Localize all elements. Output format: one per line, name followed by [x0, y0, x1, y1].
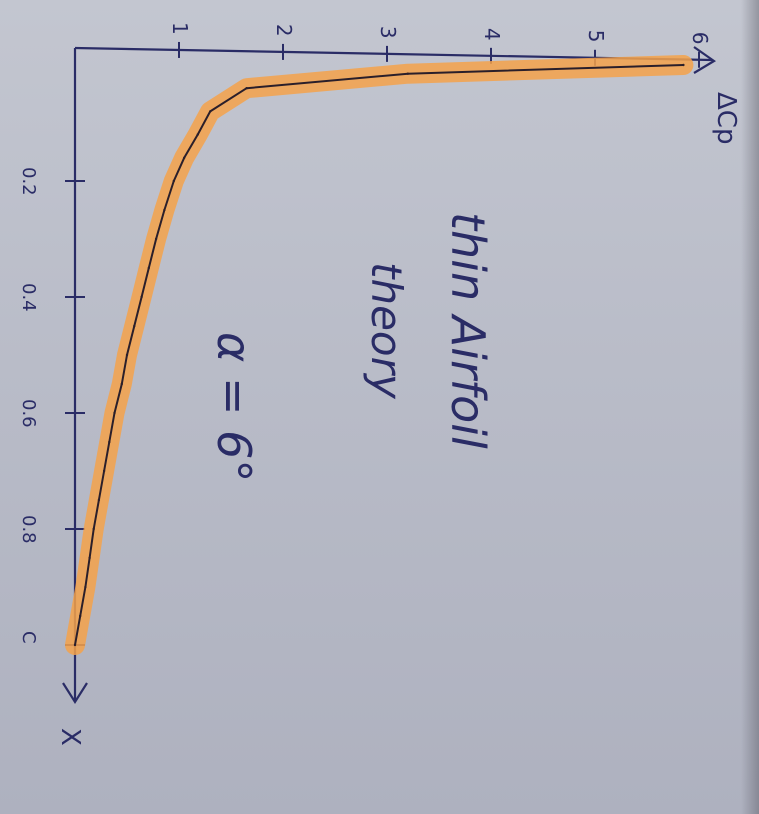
data-point-0: [682, 63, 685, 67]
labels: ΔCp X: [55, 92, 741, 746]
data-point-10: [140, 295, 143, 299]
y-axis-arrowhead: [693, 46, 717, 74]
data-point-19: [88, 556, 91, 560]
data-point-11: [133, 324, 136, 328]
data-point-9: [147, 266, 150, 270]
x-tick-label-0: 0.2: [18, 167, 39, 196]
data-point-21: [79, 614, 82, 618]
data-point-6: [172, 179, 175, 183]
data-point-1: [406, 72, 409, 75]
y-tick-label-5: 5: [584, 30, 608, 43]
data-point-16: [102, 469, 106, 473]
paper-edge-shadow: [741, 0, 759, 814]
x-tick-label-1: 0.4: [18, 283, 39, 312]
y-axis-label: ΔCp: [711, 92, 741, 144]
x-axis-arrowhead: [62, 682, 88, 705]
annotations: thin Airfoil theory α = 6°: [207, 212, 495, 482]
annotation-theory: theory: [362, 262, 411, 400]
annotation-thin-airfoil: thin Airfoil: [441, 212, 495, 449]
data-point-17: [97, 498, 101, 502]
data-point-20: [84, 585, 87, 589]
data-point-14: [113, 411, 116, 415]
data-point-8: [154, 237, 158, 241]
data-point-2: [245, 87, 248, 90]
x-tick-label-3: 0.8: [18, 515, 39, 544]
annotation-alpha: α = 6°: [207, 332, 261, 482]
data-point-3: [209, 110, 212, 113]
data-point-12: [125, 353, 129, 357]
data-point-5: [183, 156, 186, 159]
data-point-13: [120, 382, 124, 386]
y-tick-label-1: 1: [168, 22, 192, 35]
data-point-15: [108, 440, 111, 444]
ticks: 1 2 3 4 5 6 0.2 0.4 0.6 0.8 C: [18, 22, 712, 646]
series-layer: [65, 55, 694, 655]
y-tick-label-4: 4: [480, 28, 504, 41]
x-tick-label-4: C: [18, 631, 39, 644]
x-axis-label: X: [55, 728, 85, 746]
y-tick-label-3: 3: [376, 26, 400, 39]
data-point-18: [92, 527, 95, 531]
x-tick-label-2: 0.6: [18, 399, 39, 428]
data-point-7: [163, 208, 166, 212]
y-tick-label-2: 2: [272, 24, 296, 37]
data-point-22: [73, 643, 77, 647]
data-point-4: [196, 133, 199, 136]
y-tick-label-6: 6: [688, 32, 712, 45]
